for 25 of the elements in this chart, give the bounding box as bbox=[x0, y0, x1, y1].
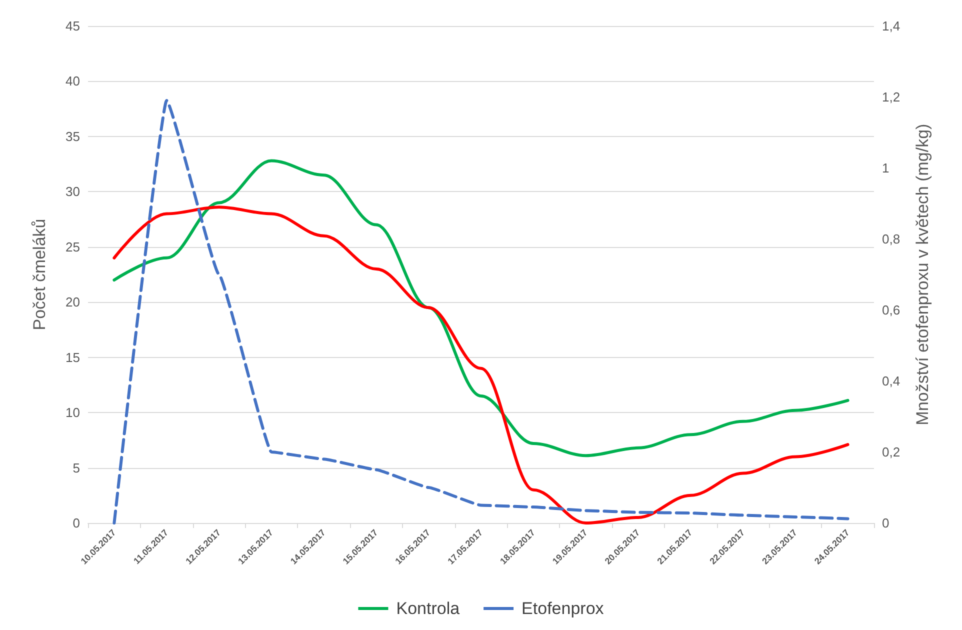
y2-tick-label: 1 bbox=[882, 160, 890, 176]
y-tick-label: 40 bbox=[66, 74, 80, 89]
y2-tick-label: 0,8 bbox=[882, 232, 900, 246]
y-tick-label: 15 bbox=[66, 350, 80, 365]
line-series bbox=[112, 159, 850, 458]
y-tick-label: 0 bbox=[72, 516, 80, 530]
y-tick-label: 45 bbox=[66, 18, 80, 34]
legend-label: Etofenprox bbox=[522, 599, 604, 618]
y2-axis-title: Množství etofenproxu v květech (mg/kg) bbox=[913, 124, 932, 426]
y-tick-label: 30 bbox=[66, 184, 80, 200]
y2-tick-label: 1,4 bbox=[882, 18, 900, 34]
y2-tick-label: 0,2 bbox=[882, 444, 900, 460]
y2-tick-label: 1,2 bbox=[882, 90, 900, 104]
line-series bbox=[112, 206, 850, 524]
line-series bbox=[112, 99, 850, 524]
y-tick-label: 20 bbox=[66, 294, 80, 310]
y2-tick-label: 0 bbox=[882, 516, 890, 530]
y-axis-title: Počet čmeláků bbox=[30, 218, 49, 330]
y2-tick-label: 0,4 bbox=[882, 374, 900, 388]
y-tick-label: 10 bbox=[66, 405, 80, 420]
legend-label: Kontrola bbox=[396, 599, 460, 618]
y-tick-label: 25 bbox=[66, 239, 80, 254]
y-tick-label: 35 bbox=[66, 128, 80, 144]
y-tick-label: 5 bbox=[72, 460, 80, 476]
y2-tick-label: 0,6 bbox=[882, 302, 900, 318]
